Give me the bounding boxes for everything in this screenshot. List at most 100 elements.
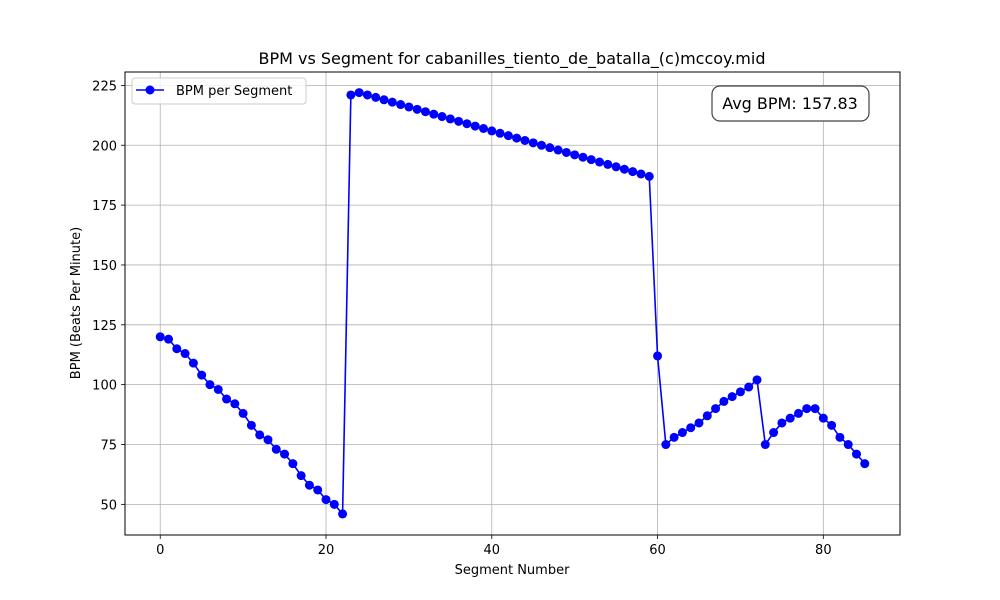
- data-point: [694, 418, 704, 428]
- data-point: [487, 126, 497, 136]
- legend: BPM per Segment: [131, 77, 307, 105]
- data-point: [412, 104, 422, 114]
- data-point: [528, 138, 538, 148]
- data-point: [727, 392, 737, 402]
- data-point: [702, 411, 712, 421]
- data-point: [429, 109, 439, 119]
- data-point: [321, 495, 331, 505]
- y-tick-label: 75: [100, 439, 117, 454]
- data-point: [744, 382, 754, 392]
- data-point: [238, 408, 248, 418]
- data-point: [329, 499, 339, 509]
- data-point: [188, 358, 198, 368]
- data-point: [512, 133, 522, 143]
- x-tick-label: 60: [649, 543, 666, 558]
- y-tick-label: 125: [92, 319, 117, 334]
- data-point: [545, 143, 555, 153]
- data-point: [843, 440, 853, 450]
- data-point: [628, 167, 638, 177]
- data-point: [246, 420, 256, 430]
- data-point: [503, 131, 513, 141]
- data-point: [213, 384, 223, 394]
- data-point: [793, 408, 803, 418]
- data-point: [362, 90, 372, 100]
- data-point: [437, 112, 447, 122]
- data-point: [777, 418, 787, 428]
- series-layer: [155, 88, 870, 519]
- data-point: [603, 159, 613, 169]
- average-bpm-annotation: Avg BPM: 157.83: [711, 85, 870, 122]
- annotation-text: Avg BPM: 157.83: [722, 94, 858, 113]
- data-point: [644, 171, 654, 181]
- data-point: [851, 449, 861, 459]
- data-point: [288, 459, 298, 469]
- data-point: [860, 459, 870, 469]
- chart-title: BPM vs Segment for cabanilles_tiento_de_…: [258, 49, 765, 69]
- data-point: [304, 480, 314, 490]
- y-tick-label: 150: [92, 259, 117, 274]
- data-point: [686, 423, 696, 433]
- data-point: [553, 145, 563, 155]
- data-point: [470, 121, 480, 131]
- data-point: [561, 147, 571, 157]
- data-point: [280, 449, 290, 459]
- data-point: [454, 116, 464, 126]
- data-point: [570, 150, 580, 160]
- data-point: [711, 404, 721, 414]
- grid-lines: [125, 72, 900, 535]
- y-tick-label: 50: [100, 498, 117, 513]
- data-point: [338, 509, 348, 519]
- data-point: [155, 332, 165, 342]
- data-point: [164, 334, 174, 344]
- data-point: [785, 413, 795, 423]
- data-point: [520, 135, 530, 145]
- data-point: [818, 413, 828, 423]
- plot-area-frame: [124, 71, 901, 536]
- data-point: [354, 88, 364, 98]
- data-point: [611, 162, 621, 172]
- x-tick-label: 0: [156, 543, 164, 558]
- data-point: [396, 100, 406, 110]
- legend-dot-marker: [145, 85, 155, 95]
- data-point: [810, 404, 820, 414]
- data-point: [387, 97, 397, 107]
- data-point: [478, 123, 488, 133]
- x-tick-label: 20: [318, 543, 335, 558]
- data-point: [462, 119, 472, 129]
- data-point: [735, 387, 745, 397]
- data-point: [578, 152, 588, 162]
- data-point: [313, 485, 323, 495]
- data-point: [719, 396, 729, 406]
- x-tick-label: 40: [484, 543, 501, 558]
- data-point: [595, 157, 605, 167]
- legend-label: BPM per Segment: [176, 84, 292, 99]
- data-point: [619, 164, 629, 174]
- x-tick-label: 80: [815, 543, 832, 558]
- y-tick-label: 225: [92, 79, 117, 94]
- data-point: [271, 444, 281, 454]
- data-point: [677, 428, 687, 438]
- y-tick-label: 175: [92, 199, 117, 214]
- data-point: [636, 169, 646, 179]
- data-point: [669, 432, 679, 442]
- data-point: [827, 420, 837, 430]
- data-point: [420, 107, 430, 117]
- y-tick-label: 100: [92, 379, 117, 394]
- data-point: [661, 440, 671, 450]
- legend-box: [131, 77, 307, 105]
- data-point: [255, 430, 265, 440]
- data-point: [263, 435, 273, 445]
- data-point: [222, 394, 232, 404]
- annotation-box: [711, 85, 870, 122]
- data-point: [379, 95, 389, 105]
- data-point: [205, 380, 215, 390]
- data-point: [835, 432, 845, 442]
- data-point: [752, 375, 762, 385]
- series-line: [160, 91, 866, 515]
- x-axis-title: Segment Number: [455, 563, 571, 578]
- data-point: [404, 102, 414, 112]
- axis-ticks: 0 20 40 60 80 50 75 100 125 150 175 200 225: [92, 79, 831, 558]
- data-point: [769, 428, 779, 438]
- data-point: [172, 344, 182, 354]
